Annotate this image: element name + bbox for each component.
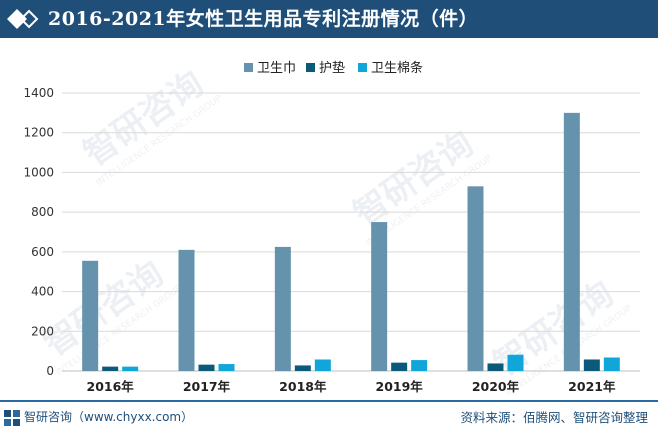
bar <box>102 366 119 371</box>
footer-website: 智研咨询（www.chyxx.com） <box>24 410 194 424</box>
bar <box>371 222 388 371</box>
x-tick-label: 2016年 <box>87 379 135 394</box>
bar <box>563 112 580 371</box>
bar <box>294 365 311 371</box>
bar <box>178 249 195 371</box>
x-tick-label: 2017年 <box>183 379 231 394</box>
x-tick-label: 2021年 <box>568 379 616 394</box>
legend-swatch <box>358 63 367 72</box>
legend-swatch <box>244 63 253 72</box>
chart-title: 2016-2021年女性卫生用品专利注册情况（件） <box>48 8 479 30</box>
bar <box>507 354 524 371</box>
bar <box>411 360 428 371</box>
bar <box>122 366 139 371</box>
y-tick-label: 0 <box>46 364 54 378</box>
y-tick-label: 800 <box>31 205 54 219</box>
legend-swatch <box>306 63 315 72</box>
bar <box>487 363 504 371</box>
chart-area: 智研咨询 INTELLIGENCE RESEARCH GROUP 智研咨询 INTEL… <box>0 38 658 400</box>
bar <box>603 357 620 371</box>
diamond-icon <box>7 9 39 29</box>
y-tick-label: 200 <box>31 324 54 338</box>
legend-item: 护垫 <box>306 60 345 76</box>
brand-logo-icon <box>4 410 20 426</box>
legend-label: 护垫 <box>319 60 345 76</box>
title-bar: 2016-2021年女性卫生用品专利注册情况（件） <box>0 0 658 38</box>
bar <box>391 362 408 371</box>
legend-item: 卫生棉条 <box>358 60 423 76</box>
y-tick-label: 1000 <box>23 165 54 179</box>
bar <box>274 246 291 371</box>
x-tick-label: 2019年 <box>376 379 424 394</box>
y-tick-label: 1400 <box>23 86 54 100</box>
x-tick-label: 2020年 <box>472 379 520 394</box>
bar <box>467 186 484 371</box>
legend-label: 卫生巾 <box>257 61 296 76</box>
bar <box>583 359 600 371</box>
bar <box>314 359 331 371</box>
footer: 智研咨询（www.chyxx.com） 资料来源：佰腾网、智研咨询整理 <box>0 400 658 435</box>
bar <box>198 364 215 371</box>
y-tick-label: 600 <box>31 245 54 259</box>
bar <box>218 364 235 371</box>
x-tick-label: 2018年 <box>279 379 327 394</box>
legend-item: 卫生巾 <box>244 61 296 76</box>
footer-source: 资料来源：佰腾网、智研咨询整理 <box>460 410 648 425</box>
y-tick-label: 400 <box>31 285 54 299</box>
legend-label: 卫生棉条 <box>371 60 423 76</box>
bar <box>82 260 99 371</box>
y-tick-label: 1200 <box>23 126 54 140</box>
